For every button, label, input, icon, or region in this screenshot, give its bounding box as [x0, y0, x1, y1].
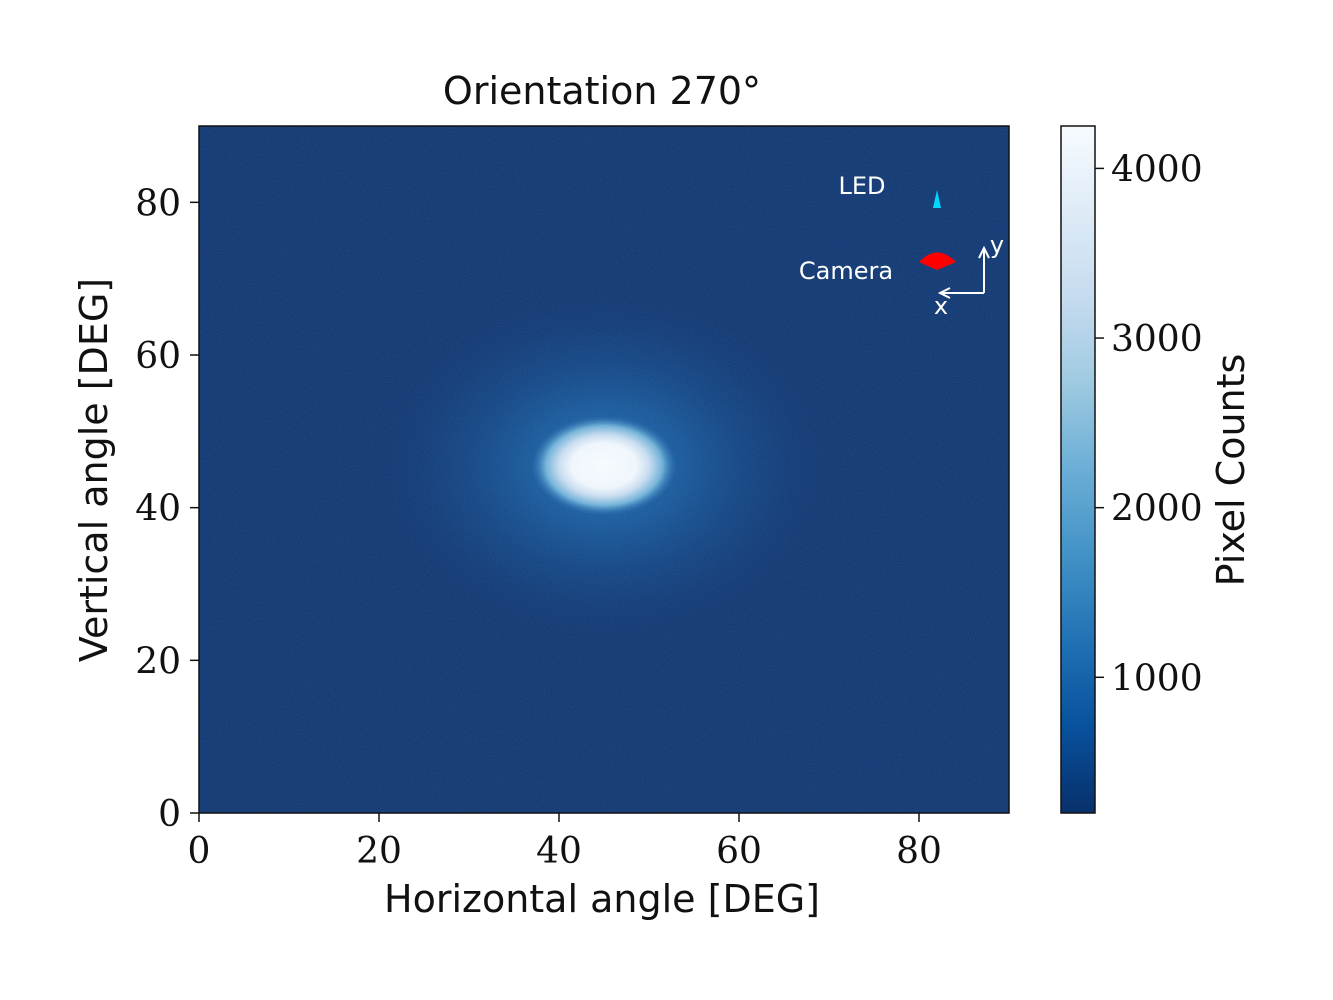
y-tick-label: 60	[135, 336, 181, 377]
colorbar-tick-label: 4000	[1111, 149, 1203, 190]
colorbar	[1060, 125, 1096, 814]
x-tick-label: 20	[356, 831, 402, 872]
heatmap-plot	[199, 126, 1009, 813]
axis-x-label: x	[934, 292, 948, 320]
x-tick-label: 60	[716, 831, 762, 872]
x-tick-label: 40	[536, 831, 582, 872]
colorbar-tick-label: 3000	[1111, 319, 1203, 360]
camera-label: Camera	[799, 257, 893, 285]
y-axis-ticks: 0 20 40 60 80	[135, 183, 199, 835]
y-axis-label: Vertical angle [DEG]	[72, 278, 116, 662]
colorbar-tick-label: 1000	[1111, 658, 1203, 699]
x-axis-ticks: 0 20 40 60 80	[188, 813, 942, 872]
y-tick-label: 20	[135, 641, 181, 682]
led-label: LED	[838, 172, 885, 200]
led-triangle-icon	[933, 190, 941, 208]
x-tick-label: 80	[896, 831, 942, 872]
colorbar-ticks: 1000 2000 3000 4000	[1095, 149, 1203, 699]
y-tick-label: 80	[135, 183, 181, 224]
y-tick-label: 0	[158, 794, 181, 835]
colorbar-tick-label: 2000	[1111, 489, 1203, 530]
heatmap-noise	[199, 126, 1009, 813]
chart-title: Orientation 270°	[443, 69, 761, 113]
x-tick-label: 0	[188, 831, 211, 872]
x-axis-label: Horizontal angle [DEG]	[384, 877, 820, 921]
xy-axes-icon	[937, 245, 990, 299]
y-tick-label: 40	[135, 489, 181, 530]
legend-annotations: LED Camera y x	[799, 172, 1004, 320]
plot-frame	[198, 125, 1010, 814]
axis-y-label: y	[990, 231, 1004, 259]
colorbar-label: Pixel Counts	[1209, 354, 1253, 587]
camera-fan-icon	[919, 252, 956, 270]
